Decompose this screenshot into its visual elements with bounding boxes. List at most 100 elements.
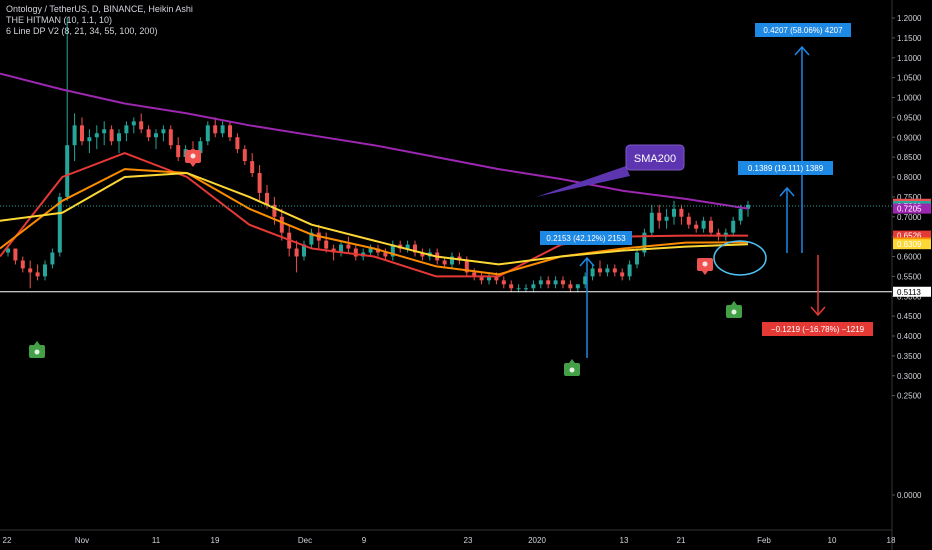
- price-tick-label: 0.9000: [897, 133, 922, 142]
- candle-body: [257, 173, 262, 193]
- measure-box-3: 0.4207 (58.06%) 4207: [755, 23, 851, 37]
- candle: [649, 204, 654, 237]
- price-tick-label: 0.5500: [897, 272, 922, 281]
- price-tick-label: 1.1000: [897, 54, 922, 63]
- candle-body: [568, 284, 573, 289]
- candle: [43, 260, 47, 281]
- candle: [420, 248, 425, 261]
- candle: [250, 153, 255, 177]
- candle: [642, 228, 647, 257]
- candle: [87, 129, 92, 154]
- candle: [131, 117, 136, 134]
- candle-body: [6, 248, 10, 253]
- candle-body: [35, 272, 40, 277]
- candle: [686, 212, 691, 229]
- signal-icon: [190, 153, 196, 159]
- candle-body: [679, 208, 684, 217]
- measure-arrow-2: [779, 186, 795, 253]
- candle-body: [131, 121, 136, 126]
- candle: [487, 272, 491, 285]
- price-tick-label: 1.2000: [897, 14, 922, 23]
- candle: [13, 248, 18, 265]
- candle: [154, 129, 158, 150]
- candle-body: [13, 248, 18, 261]
- candle-body: [627, 264, 632, 277]
- candle-body: [694, 224, 699, 229]
- candle-body: [272, 204, 277, 217]
- candle-body: [339, 244, 343, 253]
- candle: [501, 276, 506, 289]
- candle-body: [124, 125, 129, 134]
- sma-callout-label: SMA200: [634, 153, 676, 165]
- candle-body: [57, 196, 62, 253]
- candle-body: [353, 248, 358, 257]
- measure-label: −0.1219 (−16.78%) −1219: [771, 325, 865, 334]
- candle: [516, 284, 521, 293]
- measure-box-down: −0.1219 (−16.78%) −1219: [762, 322, 873, 336]
- candle: [161, 125, 166, 142]
- signal-pointer: [34, 341, 40, 345]
- arrow-head: [579, 256, 595, 267]
- candle-body: [72, 125, 77, 146]
- candle-body: [738, 208, 743, 221]
- candle: [220, 121, 225, 138]
- candle-body: [450, 256, 454, 265]
- price-label-box: [893, 203, 931, 214]
- candle: [168, 125, 173, 150]
- price-label: 0.6526: [897, 232, 922, 241]
- price-tick-label: 1.1500: [897, 34, 922, 43]
- price-tick-label: 0.0000: [897, 491, 922, 500]
- price-label: 0.5113: [897, 288, 921, 297]
- candle-body: [405, 244, 410, 249]
- candle-body: [590, 268, 595, 277]
- time-tick-label: 9: [362, 536, 367, 545]
- candle: [339, 240, 343, 257]
- price-label: 0.7205: [897, 205, 922, 214]
- candle-body: [80, 125, 84, 142]
- candle: [620, 268, 625, 281]
- signal-icon: [34, 349, 40, 355]
- candle-body: [20, 260, 25, 269]
- candle: [509, 280, 514, 293]
- candle: [279, 208, 284, 241]
- time-tick-label: Dec: [298, 536, 312, 545]
- candle-body: [479, 276, 484, 281]
- candle: [302, 240, 306, 261]
- candle: [405, 240, 410, 253]
- candle-body: [220, 125, 225, 134]
- candle-body: [649, 212, 654, 233]
- signal-icon: [731, 309, 737, 315]
- candle: [672, 200, 676, 225]
- candle-body: [531, 284, 536, 289]
- price-label-box: [893, 239, 931, 250]
- candle-body: [383, 252, 388, 257]
- time-tick-label: Feb: [757, 536, 771, 545]
- candle: [80, 117, 84, 146]
- price-tick-label: 1.0000: [897, 94, 922, 103]
- sma200-line: [0, 72, 749, 210]
- candle: [117, 129, 121, 154]
- candle: [176, 137, 181, 162]
- signal-pointer: [731, 301, 737, 305]
- candle-body: [161, 129, 166, 134]
- price-tick-label: 0.4500: [897, 312, 922, 321]
- measure-box-1: 0.2153 (42.12%) 2153: [540, 231, 632, 245]
- price-tick-label: 0.6000: [897, 253, 922, 262]
- candle: [701, 216, 706, 233]
- price-tick-label: 0.3000: [897, 372, 922, 381]
- price-tick-label: 0.8000: [897, 173, 922, 182]
- sma-callout-pointer: [536, 166, 630, 197]
- candle-body: [546, 280, 551, 285]
- measure-label: 0.1389 (19.111) 1389: [748, 164, 824, 173]
- candle-body: [117, 133, 121, 142]
- price-tick-label: 0.2500: [897, 392, 922, 401]
- candle-body: [561, 280, 565, 285]
- candle-body: [302, 244, 306, 257]
- buy-signal-marker: [564, 359, 580, 376]
- arrow-head: [810, 306, 826, 317]
- candle-body: [346, 244, 351, 249]
- measure-box: [762, 322, 873, 336]
- candle: [561, 276, 565, 289]
- candle: [598, 260, 602, 277]
